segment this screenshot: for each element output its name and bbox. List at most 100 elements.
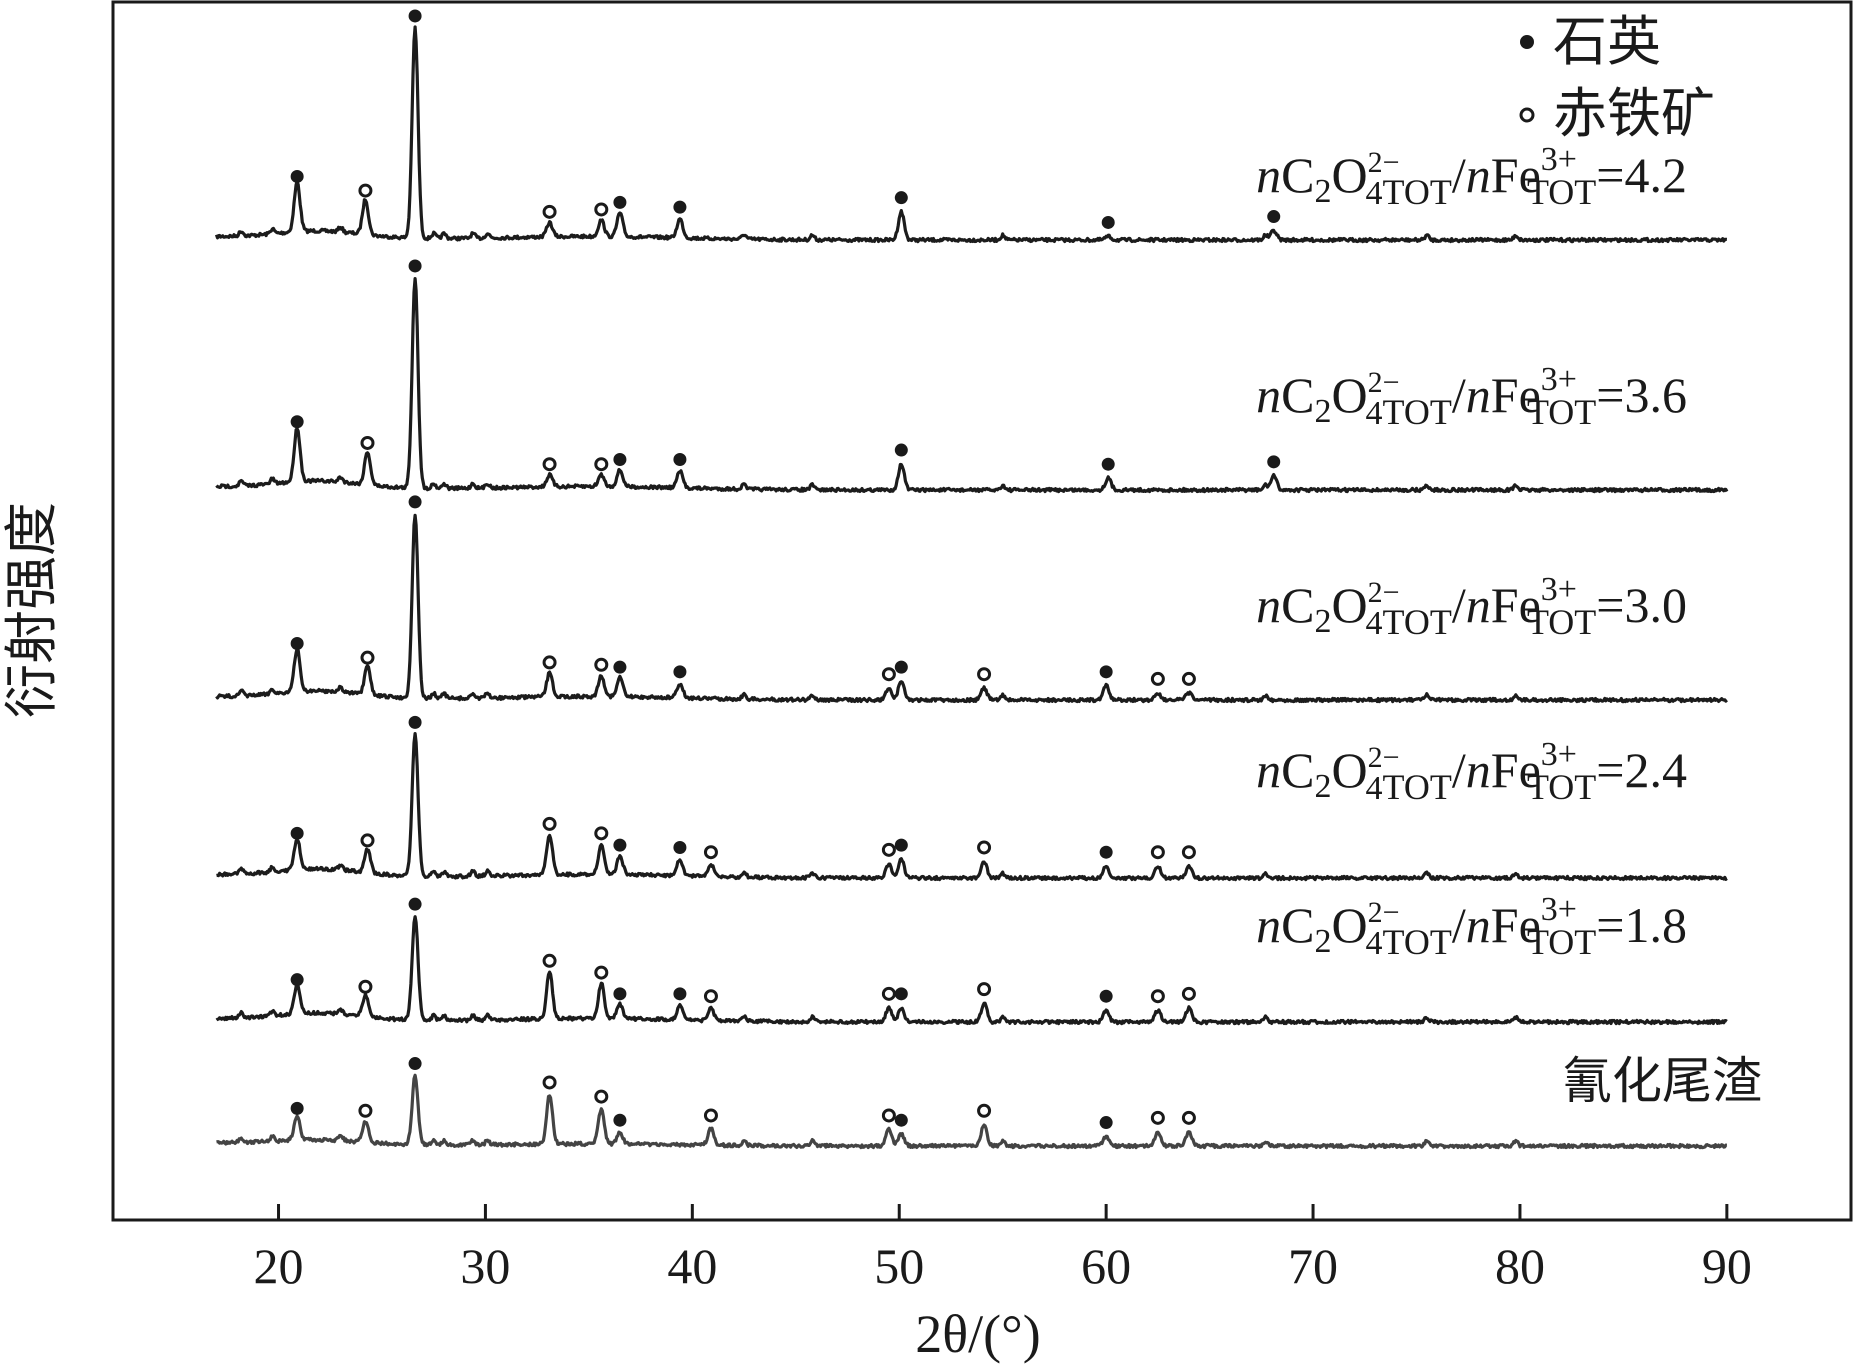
hematite-marker-2-1 — [360, 650, 375, 665]
quartz-marker-1-2 — [408, 259, 422, 273]
hematite-marker-3-13 — [1181, 845, 1196, 860]
quartz-marker-0-9 — [1267, 210, 1281, 224]
hematite-marker-4-12 — [1150, 989, 1165, 1004]
diffraction-traces — [214, 25, 1729, 1150]
quartz-marker-1-7 — [894, 443, 908, 457]
hematite-marker-4-3 — [542, 953, 557, 968]
quartz-marker-1-6 — [673, 452, 687, 466]
hematite-marker-1-4 — [594, 457, 609, 472]
phase-markers — [290, 9, 1281, 1130]
hematite-marker-2-4 — [594, 657, 609, 672]
hematite-marker-2-3 — [542, 655, 557, 670]
hematite-marker-5-3 — [542, 1075, 557, 1090]
x-tick-label-80: 80 — [1495, 1238, 1545, 1294]
legend-quartz-symbol — [1520, 35, 1534, 49]
series-labels: nC2O2− 4TOT/nFe3+ TOT=4.2 nC2O2− 4TOT/nFe3+ T… — [1256, 141, 1762, 1109]
x-tick-label-50: 50 — [874, 1238, 924, 1294]
hematite-marker-5-7 — [881, 1108, 896, 1123]
hematite-marker-2-11 — [1150, 671, 1165, 686]
quartz-marker-3-5 — [613, 838, 627, 852]
series-label-1: nC2O2− 4TOT/nFe3+ TOT=3.6 — [1256, 361, 1687, 432]
quartz-marker-1-0 — [290, 415, 304, 429]
quartz-marker-0-2 — [408, 9, 422, 23]
legend: 石英 赤铁矿 — [1519, 12, 1715, 144]
quartz-marker-3-2 — [408, 715, 422, 729]
hematite-marker-4-7 — [703, 989, 718, 1004]
trace-series-5 — [215, 1073, 1728, 1150]
quartz-marker-0-8 — [1101, 215, 1115, 229]
quartz-marker-1-9 — [1267, 455, 1281, 469]
x-tick-label-90: 90 — [1702, 1238, 1752, 1294]
trace-series-4 — [215, 915, 1728, 1026]
hematite-marker-5-12 — [1181, 1110, 1196, 1125]
hematite-marker-5-4 — [594, 1089, 609, 1104]
hematite-marker-0-4 — [594, 202, 609, 217]
quartz-marker-0-5 — [613, 195, 627, 209]
hematite-marker-2-12 — [1181, 671, 1196, 686]
quartz-marker-4-2 — [408, 897, 422, 911]
quartz-marker-3-0 — [290, 826, 304, 840]
series-label-2: nC2O2− 4TOT/nFe3+ TOT=3.0 — [1256, 571, 1687, 642]
hematite-marker-3-4 — [594, 826, 609, 841]
hematite-marker-3-10 — [977, 840, 992, 855]
quartz-marker-4-5 — [613, 987, 627, 1001]
quartz-marker-4-9 — [894, 987, 908, 1001]
quartz-marker-5-8 — [894, 1113, 908, 1127]
trace-series-3 — [215, 732, 1728, 882]
quartz-marker-2-0 — [290, 637, 304, 651]
quartz-marker-2-10 — [1099, 665, 1113, 679]
trace-series-0 — [214, 25, 1728, 244]
y-axis-title: 衍射强度 — [2, 502, 62, 718]
quartz-marker-4-0 — [290, 973, 304, 987]
x-axis-title: 2θ/(°) — [915, 1304, 1040, 1364]
hematite-marker-4-10 — [977, 982, 992, 997]
hematite-marker-3-12 — [1150, 845, 1165, 860]
hematite-marker-4-8 — [881, 986, 896, 1001]
quartz-marker-0-6 — [673, 200, 687, 214]
quartz-marker-2-6 — [673, 665, 687, 679]
quartz-marker-2-2 — [408, 495, 422, 509]
quartz-marker-2-8 — [894, 660, 908, 674]
series-label-5: 氰化尾渣 — [1562, 1053, 1762, 1109]
legend-quartz-label: 石英 — [1553, 12, 1661, 72]
quartz-marker-3-6 — [673, 840, 687, 854]
hematite-marker-4-1 — [358, 979, 373, 994]
x-tick-label-70: 70 — [1288, 1238, 1338, 1294]
hematite-marker-4-4 — [594, 965, 609, 980]
x-axis-ticks: 20 30 40 50 60 70 80 90 — [254, 1204, 1752, 1294]
x-tick-label-60: 60 — [1081, 1238, 1131, 1294]
hematite-marker-5-9 — [977, 1103, 992, 1118]
trace-series-1 — [215, 277, 1729, 494]
quartz-marker-3-9 — [894, 838, 908, 852]
hematite-marker-3-3 — [542, 816, 557, 831]
hematite-marker-3-1 — [360, 833, 375, 848]
quartz-marker-1-8 — [1101, 457, 1115, 471]
plot-frame — [111, 0, 1853, 1222]
quartz-marker-2-5 — [613, 660, 627, 674]
hematite-marker-5-1 — [358, 1103, 373, 1118]
quartz-marker-4-11 — [1099, 989, 1113, 1003]
series-label-0: nC2O2− 4TOT/nFe3+ TOT=4.2 — [1256, 141, 1687, 212]
hematite-marker-0-3 — [542, 204, 557, 219]
hematite-marker-5-11 — [1150, 1110, 1165, 1125]
trace-series-2 — [215, 513, 1728, 704]
hematite-marker-1-1 — [360, 435, 375, 450]
hematite-marker-2-7 — [881, 667, 896, 682]
series-label-3: nC2O2− 4TOT/nFe3+ TOT=2.4 — [1256, 736, 1687, 807]
legend-hematite-symbol — [1519, 107, 1535, 123]
quartz-marker-0-0 — [290, 169, 304, 183]
quartz-marker-4-6 — [673, 987, 687, 1001]
quartz-marker-5-0 — [290, 1101, 304, 1115]
x-tick-label-20: 20 — [254, 1238, 304, 1294]
hematite-marker-3-8 — [881, 842, 896, 857]
hematite-marker-5-6 — [703, 1108, 718, 1123]
hematite-marker-2-9 — [977, 667, 992, 682]
hematite-marker-3-7 — [703, 845, 718, 860]
quartz-marker-5-5 — [613, 1113, 627, 1127]
hematite-marker-4-13 — [1181, 986, 1196, 1001]
quartz-marker-5-2 — [408, 1057, 422, 1071]
x-tick-label-30: 30 — [460, 1238, 510, 1294]
legend-hematite-label: 赤铁矿 — [1553, 84, 1715, 144]
quartz-marker-1-5 — [613, 452, 627, 466]
